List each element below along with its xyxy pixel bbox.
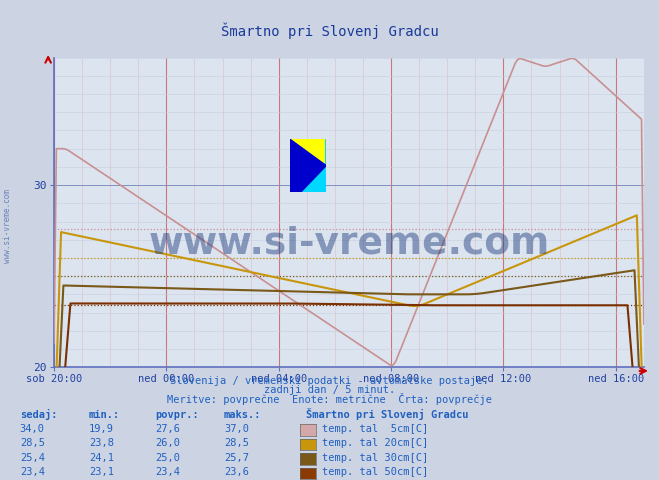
Text: Meritve: povprečne  Enote: metrične  Črta: povprečje: Meritve: povprečne Enote: metrične Črta:… bbox=[167, 393, 492, 405]
Polygon shape bbox=[290, 139, 326, 192]
Text: 27,6: 27,6 bbox=[155, 424, 180, 434]
Text: temp. tal  5cm[C]: temp. tal 5cm[C] bbox=[322, 424, 428, 434]
Text: 28,5: 28,5 bbox=[20, 438, 45, 448]
Text: 26,0: 26,0 bbox=[155, 438, 180, 448]
Text: min.:: min.: bbox=[89, 409, 120, 420]
Text: Šmartno pri Slovenj Gradcu: Šmartno pri Slovenj Gradcu bbox=[221, 23, 438, 39]
Text: 24,1: 24,1 bbox=[89, 453, 114, 463]
Text: sedaj:: sedaj: bbox=[20, 408, 57, 420]
Text: 23,1: 23,1 bbox=[89, 467, 114, 477]
Polygon shape bbox=[301, 139, 326, 192]
Text: 23,6: 23,6 bbox=[224, 467, 249, 477]
Text: Slovenija / vremenski podatki - avtomatske postaje.: Slovenija / vremenski podatki - avtomats… bbox=[170, 376, 489, 385]
Text: maks.:: maks.: bbox=[224, 409, 262, 420]
Text: temp. tal 50cm[C]: temp. tal 50cm[C] bbox=[322, 467, 428, 477]
Text: 25,7: 25,7 bbox=[224, 453, 249, 463]
Text: Šmartno pri Slovenj Gradcu: Šmartno pri Slovenj Gradcu bbox=[306, 408, 469, 420]
Text: www.si-vreme.com: www.si-vreme.com bbox=[3, 189, 13, 263]
Text: 23,4: 23,4 bbox=[20, 467, 45, 477]
Text: 28,5: 28,5 bbox=[224, 438, 249, 448]
Text: 25,4: 25,4 bbox=[20, 453, 45, 463]
Text: 25,0: 25,0 bbox=[155, 453, 180, 463]
Text: 37,0: 37,0 bbox=[224, 424, 249, 434]
Text: www.si-vreme.com: www.si-vreme.com bbox=[148, 226, 550, 261]
Text: temp. tal 20cm[C]: temp. tal 20cm[C] bbox=[322, 438, 428, 448]
Text: 34,0: 34,0 bbox=[20, 424, 45, 434]
Polygon shape bbox=[290, 139, 326, 192]
Text: zadnji dan / 5 minut.: zadnji dan / 5 minut. bbox=[264, 385, 395, 395]
Text: 19,9: 19,9 bbox=[89, 424, 114, 434]
Text: 23,8: 23,8 bbox=[89, 438, 114, 448]
Text: 23,4: 23,4 bbox=[155, 467, 180, 477]
Text: temp. tal 30cm[C]: temp. tal 30cm[C] bbox=[322, 453, 428, 463]
Text: povpr.:: povpr.: bbox=[155, 409, 198, 420]
